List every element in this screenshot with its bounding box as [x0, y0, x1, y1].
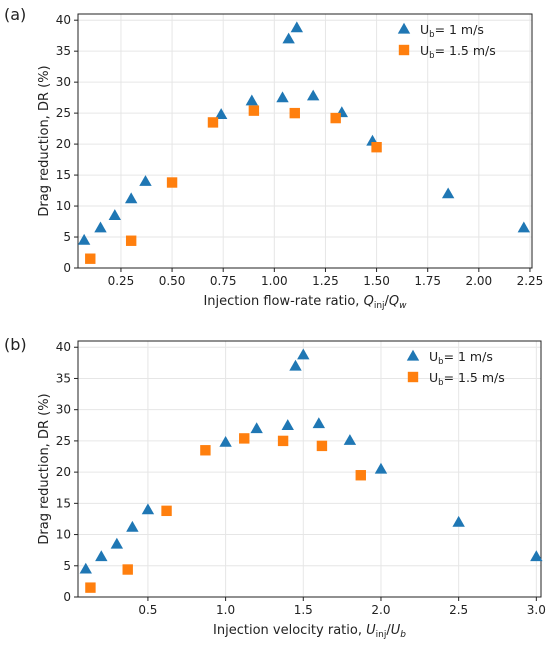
panel-a-legend-series-2-label: Ub= 1.5 m/s	[420, 43, 496, 61]
panel-a-x-tick-label: 0.75	[210, 274, 237, 288]
panel-a-legend-series-2-marker	[398, 44, 410, 56]
panel-a-y-tick-label: 40	[56, 13, 71, 27]
panel-a-series-1-point	[306, 89, 320, 101]
panel-b-y-tick-label: 15	[56, 496, 71, 510]
panel-a-series-1-point	[290, 21, 304, 33]
panel-b-series-1-point	[374, 462, 388, 474]
panel-b-x-tick-label: 1.5	[294, 603, 313, 617]
panel-a-y-tick-label: 15	[56, 168, 71, 182]
panel-b-series-1-point	[126, 520, 139, 532]
panel-b-series-2-point	[316, 440, 328, 452]
panel-b-legend-series-2-label: Ub= 1.5 m/s	[429, 370, 505, 388]
panel-b-series-2-point	[122, 564, 133, 575]
panel-b-legend-series-1-label: Ub= 1 m/s	[429, 349, 493, 367]
panel-b-series-1-point	[250, 422, 263, 434]
panel-b-y-tick-label: 5	[63, 559, 71, 573]
panel-b-y-tick-label: 40	[56, 340, 71, 354]
panel-b-plot-frame	[77, 340, 542, 598]
panel-a-x-tick-label: 1.50	[363, 274, 390, 288]
panel-a-series-1-point	[139, 175, 152, 186]
panel-a-y-tick-label: 30	[56, 75, 71, 89]
panel-b-series-1-point	[141, 503, 155, 515]
panel-a-x-tick-label: 0.25	[108, 274, 135, 288]
panel-a-y-axis-label: Drag reduction, DR (%)	[37, 65, 52, 216]
panel-b-series-1-point	[530, 550, 543, 562]
panel-b-y-tick-label: 0	[63, 590, 71, 604]
panel-a-series-2-point	[207, 117, 219, 128]
panel-b-y-tick-label: 25	[56, 434, 71, 448]
panel-b-y-tick-label: 20	[56, 465, 71, 479]
panel-b-x-tick-label: 2.5	[449, 603, 468, 617]
panel-a-x-tick-label: 1.75	[414, 274, 441, 288]
panel-a-series-2-point	[248, 105, 260, 116]
panel-b-y-axis-label: Drag reduction, DR (%)	[37, 393, 52, 544]
panel-b-label: (b)	[4, 335, 27, 354]
panel-a-x-tick-label: 2.00	[465, 274, 492, 288]
panel-b-series-1-point	[452, 515, 465, 527]
panel-a-series-2-point	[166, 177, 178, 188]
panel-b-series-1-point	[110, 537, 124, 549]
panel-a-legend-series-1-label: Ub= 1 m/s	[420, 22, 484, 40]
panel-a-series-1-point	[282, 32, 295, 44]
panel-a-series-1-point	[441, 187, 455, 199]
panel-a-series-2-point	[125, 235, 137, 246]
panel-a-y-tick-label: 5	[63, 230, 71, 244]
panel-b-legend-series-2-marker	[407, 371, 419, 383]
panel-a-y-tick-label: 0	[63, 261, 71, 275]
panel-b-series-2-point	[161, 505, 172, 517]
panel-b-chart: (b) 0.5 1.0 1.5 2.0 2.5 3.0 0 5 10 15 20 25 30 35 40 Dr…	[4, 335, 546, 640]
panel-a-series-2-point	[85, 253, 96, 264]
panel-b-legend-series-1-marker	[406, 349, 420, 361]
panel-b-series-2-point	[200, 445, 211, 456]
panel-b-x-tick-label: 1.0	[216, 603, 235, 617]
panel-b-series-2-point	[355, 470, 366, 481]
panel-b-series-1-point	[312, 417, 326, 429]
panel-b-y-tick-label: 35	[56, 371, 71, 385]
panel-b-series-2-point	[85, 582, 96, 593]
panel-b-series-1-point	[281, 419, 294, 430]
panel-b-series-1-point	[297, 348, 310, 360]
panel-b-series-1-point	[79, 562, 92, 574]
panel-a-x-tick-label: 0.50	[159, 274, 186, 288]
panel-a-series-1-point	[77, 233, 91, 245]
panel-a-x-tick-label: 1.00	[261, 274, 288, 288]
panel-b-x-axis-label: Injection velocity ratio, Uinj/Ub	[213, 623, 406, 640]
panel-a-x-axis-label: Injection flow-rate ratio, Qinj/Qw	[203, 294, 407, 311]
panel-a-series-1-point	[124, 192, 138, 204]
panel-a-y-tick-label: 25	[56, 106, 71, 120]
panel-a-legend-series-1-marker	[397, 22, 411, 34]
panel-a-series-1-point	[108, 209, 122, 220]
panel-b-series-1-point	[289, 359, 302, 371]
panel-a-x-tick-label: 1.25	[312, 274, 339, 288]
panel-a-y-tick-label: 35	[56, 44, 71, 58]
panel-a-series-2-point	[330, 112, 341, 124]
panel-a-series-1-point	[276, 91, 289, 103]
panel-a-label: (a)	[4, 5, 26, 24]
panel-a-plot-frame	[77, 13, 533, 269]
panel-a-series-1-point	[517, 221, 531, 233]
panel-a-series-2-point	[289, 107, 300, 119]
panel-a-y-tick-label: 10	[56, 199, 71, 213]
panel-b-x-tick-label: 2.0	[371, 603, 390, 617]
panel-a-y-tick-label: 20	[56, 137, 71, 151]
panel-b-series-2-point	[277, 435, 289, 447]
panel-a-chart: (a) 0.25 0.50 0.75 1.00 1.25 1.50 1.75 2.00 2.25…	[4, 5, 543, 311]
panel-a-series-1-point	[245, 94, 259, 106]
panel-b-y-tick-label: 30	[56, 403, 71, 417]
panel-b-x-tick-label: 0.5	[138, 603, 157, 617]
panel-a-x-tick-label: 2.25	[517, 274, 544, 288]
panel-a-series-2-point	[371, 141, 382, 153]
panel-b-series-2-point	[239, 433, 250, 444]
panel-b-x-tick-label: 3.0	[527, 603, 546, 617]
panel-b-series-1-point	[343, 434, 357, 445]
panel-b-series-1-point	[219, 435, 232, 447]
panel-a-series-1-point	[94, 221, 107, 233]
panel-b-y-tick-label: 10	[56, 528, 71, 542]
panel-b-series-1-point	[95, 550, 108, 562]
panel-a-series-1-point	[214, 108, 228, 120]
